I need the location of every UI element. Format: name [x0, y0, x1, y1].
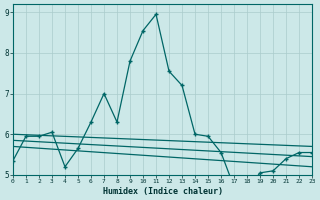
- X-axis label: Humidex (Indice chaleur): Humidex (Indice chaleur): [102, 187, 222, 196]
